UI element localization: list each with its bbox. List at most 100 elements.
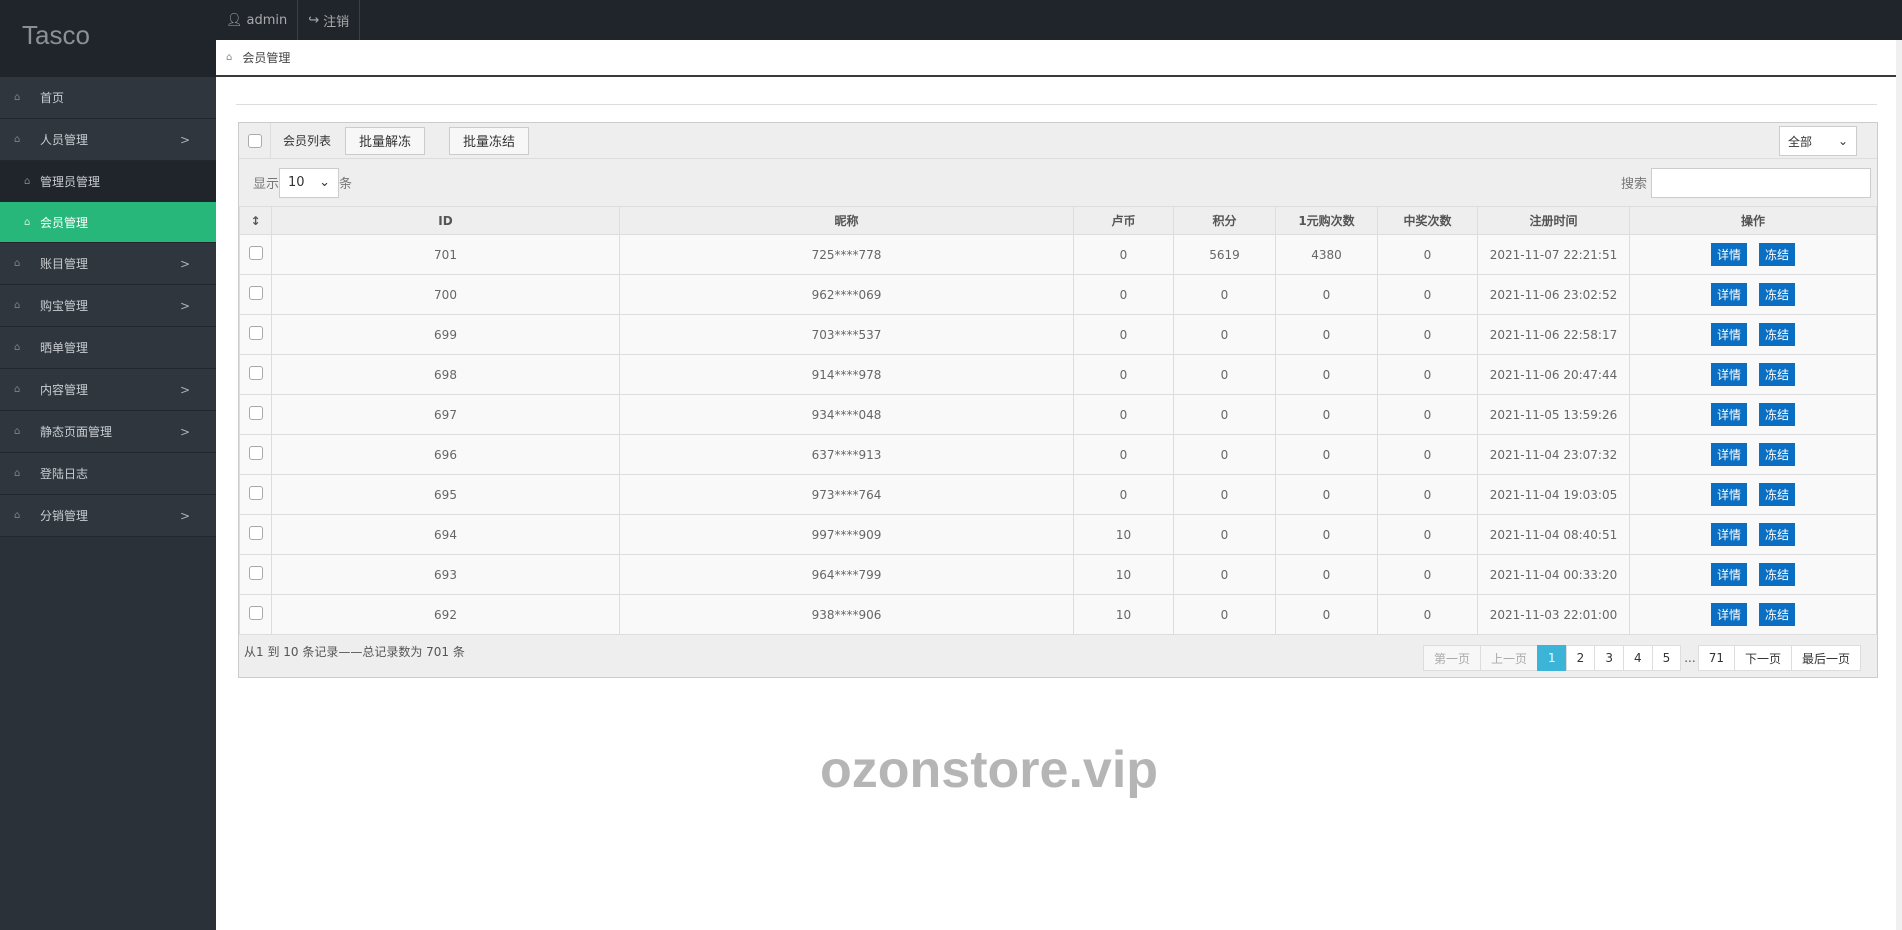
page-button[interactable]: 71 bbox=[1697, 645, 1735, 671]
chevron-right-icon: > bbox=[179, 132, 190, 147]
table-cell: 4380 bbox=[1275, 234, 1378, 275]
table-cell: 0 bbox=[1275, 474, 1378, 515]
sidebar-item-label: 购宝管理 bbox=[40, 299, 89, 313]
table-cell: 0 bbox=[1377, 314, 1478, 355]
batch-freeze-button[interactable]: 批量冻结 bbox=[449, 126, 530, 155]
breadcrumb: ⌂ 会员管理 bbox=[216, 40, 1902, 77]
freeze-button[interactable]: 冻结 bbox=[1759, 243, 1796, 266]
scrollbar[interactable] bbox=[1896, 40, 1902, 930]
freeze-button[interactable]: 冻结 bbox=[1759, 403, 1796, 426]
column-header[interactable]: 积分 bbox=[1173, 206, 1276, 235]
row-checkbox[interactable] bbox=[248, 566, 263, 580]
detail-button[interactable]: 详情 bbox=[1710, 323, 1747, 346]
detail-button[interactable]: 详情 bbox=[1710, 243, 1747, 266]
table-cell: 2021-11-06 20:47:44 bbox=[1477, 354, 1630, 395]
sidebar-item-label: 登陆日志 bbox=[40, 467, 89, 481]
column-header[interactable]: 注册时间 bbox=[1477, 206, 1630, 235]
pagination-ellipsis: ... bbox=[1684, 651, 1696, 665]
column-header[interactable]: 1元购次数 bbox=[1275, 206, 1378, 235]
sidebar-item[interactable]: ⌂ 登陆日志 bbox=[0, 453, 216, 495]
sidebar-item[interactable]: ⌂ 晒单管理 bbox=[0, 327, 216, 369]
last-page-button[interactable]: 最后一页 bbox=[1790, 645, 1861, 671]
freeze-button[interactable]: 冻结 bbox=[1759, 283, 1796, 306]
row-checkbox[interactable] bbox=[248, 606, 263, 620]
freeze-button[interactable]: 冻结 bbox=[1759, 443, 1796, 466]
member-panel: 会员列表 批量解冻 批量冻结 全部 ⌄ 显示 10 ⌄ 条 搜索 ↕ ID 昵称 卢币 积分… bbox=[238, 122, 1878, 678]
column-header[interactable]: 卢币 bbox=[1073, 206, 1174, 235]
row-checkbox[interactable] bbox=[248, 406, 263, 420]
freeze-button[interactable]: 冻结 bbox=[1759, 563, 1796, 586]
table-cell: 700 bbox=[271, 274, 620, 315]
next-page-button[interactable]: 下一页 bbox=[1733, 645, 1792, 671]
detail-button[interactable]: 详情 bbox=[1710, 523, 1747, 546]
show-label: 显示 bbox=[253, 177, 280, 192]
page-button[interactable]: 2 bbox=[1565, 645, 1596, 671]
sidebar-item-label: 管理员管理 bbox=[40, 174, 101, 189]
freeze-button[interactable]: 冻结 bbox=[1759, 363, 1796, 386]
batch-unfreeze-button[interactable]: 批量解冻 bbox=[345, 126, 426, 155]
table-row: 695 973****764 0 0 0 0 2021-11-04 19:03:05 详情 冻结 bbox=[239, 474, 1877, 515]
sort-column-header[interactable]: ↕ bbox=[239, 206, 272, 235]
freeze-button[interactable]: 冻结 bbox=[1759, 603, 1796, 626]
sidebar-item[interactable]: ⌂ 首页 bbox=[0, 77, 216, 119]
detail-button[interactable]: 详情 bbox=[1710, 403, 1747, 426]
column-header[interactable]: 昵称 bbox=[619, 206, 1074, 235]
actions-cell: 详情 冻结 bbox=[1629, 274, 1877, 315]
column-header[interactable]: ID bbox=[271, 206, 620, 235]
row-checkbox[interactable] bbox=[248, 246, 263, 260]
sidebar-item[interactable]: ⌂ 会员管理 bbox=[0, 202, 216, 243]
table-row: 697 934****048 0 0 0 0 2021-11-05 13:59:26 详情 冻结 bbox=[239, 394, 1877, 435]
table-cell: 2021-11-06 22:58:17 bbox=[1477, 314, 1630, 355]
page-button[interactable]: 1 bbox=[1537, 645, 1567, 671]
table-row: 694 997****909 10 0 0 0 2021-11-04 08:40:51 详情冻… bbox=[239, 514, 1877, 555]
table-cell: 5619 bbox=[1173, 234, 1276, 275]
sidebar-item[interactable]: ⌂ 账目管理 > bbox=[0, 243, 216, 285]
logo: Tasco bbox=[0, 0, 216, 77]
row-checkbox[interactable] bbox=[248, 486, 263, 500]
sidebar-item[interactable]: ⌂ 分销管理 > bbox=[0, 495, 216, 537]
home-icon: ⌂ bbox=[24, 216, 31, 228]
freeze-button[interactable]: 冻结 bbox=[1759, 323, 1796, 346]
first-page-button[interactable]: 第一页 bbox=[1423, 645, 1482, 671]
table-cell: 2021-11-04 00:33:20 bbox=[1477, 554, 1630, 595]
column-header[interactable]: 中奖次数 bbox=[1377, 206, 1478, 235]
sidebar-item[interactable]: ⌂ 购宝管理 > bbox=[0, 285, 216, 327]
home-icon: ⌂ bbox=[14, 342, 21, 353]
page-button[interactable]: 4 bbox=[1622, 645, 1653, 671]
row-checkbox[interactable] bbox=[248, 286, 263, 300]
select-all-checkbox[interactable] bbox=[247, 133, 262, 148]
home-icon: ⌂ bbox=[14, 92, 21, 103]
detail-button[interactable]: 详情 bbox=[1710, 443, 1747, 466]
sidebar-menu: ⌂ 首页 ⌂ 人员管理 > ⌂ 管理员管理 ⌂ 会员管理 ⌂ 账目管理 > ⌂ 购宝管理 > ⌂ 晒单管理 ⌂ 内容… bbox=[0, 77, 216, 537]
chevron-down-icon: ⌄ bbox=[1837, 134, 1848, 148]
user-menu[interactable]: 👤︎ admin bbox=[216, 0, 299, 40]
row-checkbox[interactable] bbox=[248, 326, 263, 340]
freeze-button[interactable]: 冻结 bbox=[1759, 523, 1796, 546]
column-header[interactable]: 操作 bbox=[1629, 206, 1877, 235]
actions-cell: 详情 冻结 bbox=[1629, 514, 1877, 555]
sidebar-item[interactable]: ⌂ 内容管理 > bbox=[0, 369, 216, 411]
actions-cell: 详情 冻结 bbox=[1629, 234, 1877, 275]
freeze-button[interactable]: 冻结 bbox=[1759, 483, 1796, 506]
status-filter-select[interactable]: 全部 ⌄ bbox=[1779, 126, 1857, 156]
detail-button[interactable]: 详情 bbox=[1710, 483, 1747, 506]
sidebar-item[interactable]: ⌂ 人员管理 > bbox=[0, 119, 216, 161]
page-button[interactable]: 5 bbox=[1651, 645, 1682, 671]
detail-button[interactable]: 详情 bbox=[1710, 363, 1747, 386]
page-button[interactable]: 3 bbox=[1594, 645, 1624, 671]
sidebar-item-label: 会员管理 bbox=[40, 215, 89, 230]
detail-button[interactable]: 详情 bbox=[1710, 563, 1747, 586]
sidebar-item[interactable]: ⌂ 管理员管理 bbox=[0, 161, 216, 202]
logout-button[interactable]: ↪ 注销 bbox=[298, 0, 361, 40]
page-size-select[interactable]: 10 ⌄ bbox=[279, 167, 340, 198]
sidebar-item-label: 账目管理 bbox=[40, 257, 89, 271]
row-checkbox[interactable] bbox=[248, 366, 263, 380]
sidebar-item[interactable]: ⌂ 静态页面管理 > bbox=[0, 411, 216, 453]
row-checkbox[interactable] bbox=[248, 526, 263, 540]
detail-button[interactable]: 详情 bbox=[1710, 603, 1747, 626]
table-cell: 0 bbox=[1377, 274, 1478, 315]
search-input[interactable] bbox=[1651, 167, 1871, 198]
detail-button[interactable]: 详情 bbox=[1710, 283, 1747, 306]
prev-page-button[interactable]: 上一页 bbox=[1480, 645, 1539, 671]
row-checkbox[interactable] bbox=[248, 446, 263, 460]
